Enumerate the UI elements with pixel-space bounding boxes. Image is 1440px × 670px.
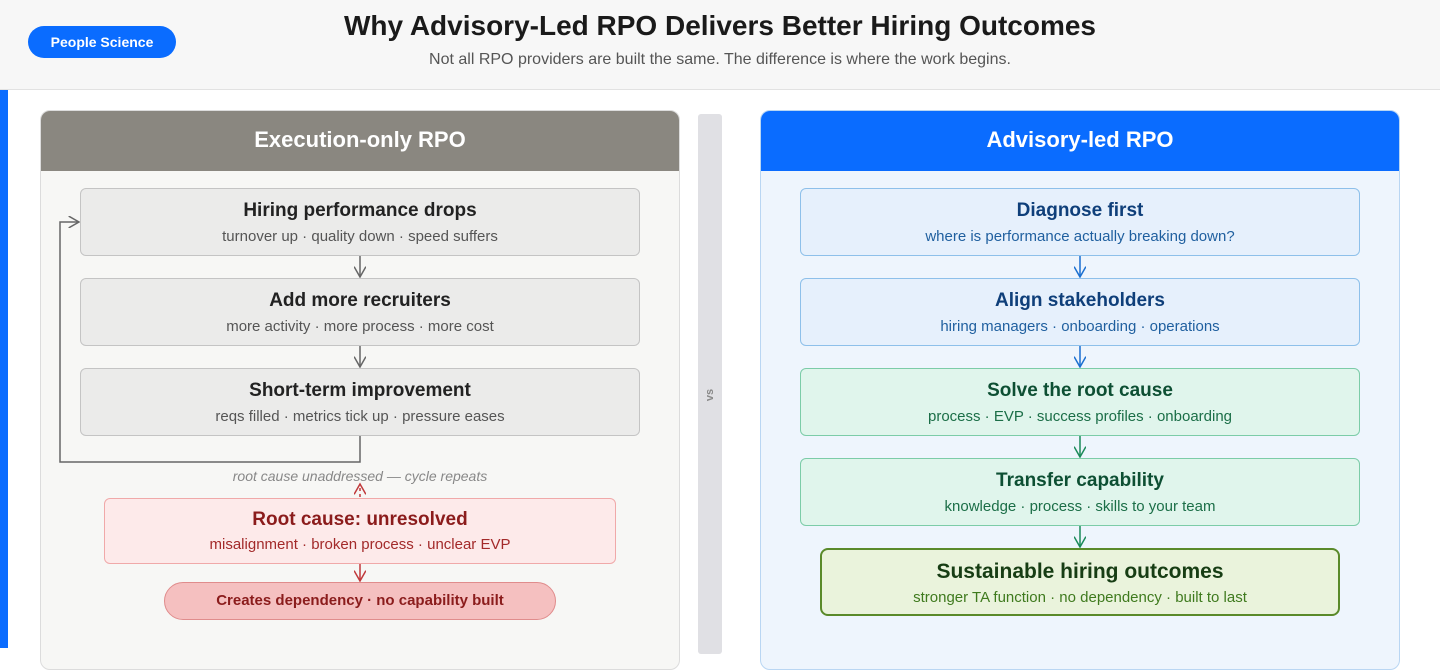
page-title: Why Advisory-Led RPO Delivers Better Hir… <box>343 10 1097 41</box>
step-title: Solve the root cause <box>987 380 1173 401</box>
header <box>0 0 1440 90</box>
panel-title: Execution-only RPO <box>41 111 679 171</box>
step: Solve the root cause process · EVP · succ… <box>800 368 1360 436</box>
step-title: Transfer capability <box>996 470 1164 491</box>
vs-divider <box>698 114 722 654</box>
step: Align stakeholders hiring managers · onbo… <box>800 278 1360 346</box>
root-cause: Root cause: unresolved misalignment · bro… <box>104 498 616 564</box>
step-detail: knowledge · process · skills to your tea… <box>944 498 1216 515</box>
step-detail: turnover up · quality down · speed suffe… <box>222 228 498 245</box>
step-detail: more activity · more process · more cost <box>226 318 494 335</box>
step: Transfer capability knowledge · process ·… <box>800 458 1360 526</box>
step: Add more recruiters more activity · more … <box>80 278 640 346</box>
step-title: Short-term improvement <box>249 380 471 401</box>
connectors <box>59 0 1440 648</box>
step-title: Hiring performance drops <box>243 200 477 221</box>
step: Short-term improvement reqs filled · metr… <box>80 368 640 436</box>
outcome: Sustainable hiring outcomes stronger TA f… <box>820 548 1340 616</box>
step-title: Diagnose first <box>1016 200 1144 221</box>
outcome-detail: stronger TA function · no dependency · b… <box>913 589 1247 606</box>
step-detail: where is performance actually breaking d… <box>925 228 1235 245</box>
step-title: Root cause: unresolved <box>252 509 468 530</box>
outcome-title: Sustainable hiring outcomes <box>936 560 1224 583</box>
step-detail: hiring managers · onboarding · operation… <box>940 318 1220 335</box>
step-detail: misalignment · broken process · unclear … <box>209 536 511 553</box>
step-detail: reqs filled · metrics tick up · pressure… <box>215 408 505 425</box>
step-title: Align stakeholders <box>995 290 1165 311</box>
step: Hiring performance drops turnover up · qu… <box>80 188 640 256</box>
outcome-pill: Creates dependency · no capability built <box>164 582 556 620</box>
badge[interactable]: People Science <box>28 26 176 58</box>
subtitle: Not all RPO providers are built the same… <box>429 51 1011 68</box>
step-detail: process · EVP · success profiles · onboa… <box>927 408 1233 425</box>
loop-label: root cause unaddressed — cycle repeats <box>232 468 488 484</box>
step-title: Add more recruiters <box>269 290 451 311</box>
panel-title: Advisory-led RPO <box>761 111 1399 171</box>
accent-bar <box>0 90 8 648</box>
step: Diagnose first where is performance actua… <box>800 188 1360 256</box>
